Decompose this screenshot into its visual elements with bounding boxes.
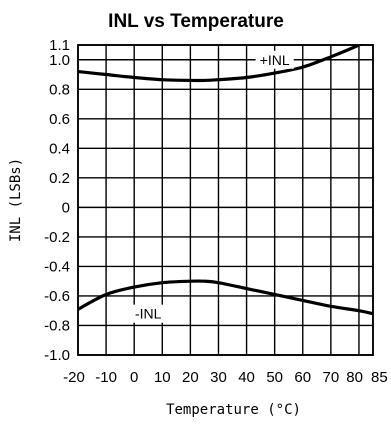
y-tick-label: 0.4 (49, 140, 70, 157)
y-tick-label: 1.1 (49, 37, 70, 54)
y-tick-labels: 1.11.0 0.8 0.6 0.4 0.2 0 -0.2 -0.4 -0.6 -0.8 -1.0 (44, 37, 70, 364)
series-label-background (130, 304, 166, 323)
x-tick-label: 0 (130, 369, 138, 386)
y-axis-title: INL (LSBs) (8, 158, 24, 242)
series-label-plus-inl: +INL (260, 52, 290, 68)
x-tick-label: 10 (154, 369, 171, 386)
y-tick-label: -0.8 (44, 317, 70, 334)
x-tick-label: 80 (346, 369, 363, 386)
y-tick-label: 0.8 (49, 81, 70, 98)
y-tick-label: 0 (62, 199, 70, 216)
x-tick-label: -20 (63, 369, 85, 386)
x-tick-label: 50 (266, 369, 283, 386)
series-line-minus-inl (78, 279, 373, 316)
series-layer: +INL -INL (78, 44, 373, 323)
y-tick-label: 1.0 (49, 52, 70, 69)
x-axis-title: Temperature (°C) (166, 402, 301, 418)
series-label-minus-inl: -INL (135, 306, 162, 322)
x-tick-label: -10 (95, 369, 117, 386)
plot-frame (77, 44, 374, 356)
y-tick-label: -0.6 (44, 288, 70, 305)
x-tick-label: 85 (371, 369, 388, 386)
y-tick-label: 0.2 (49, 170, 70, 187)
chart-title: INL vs Temperature (108, 11, 284, 32)
grid (77, 44, 374, 356)
x-tick-label: 20 (182, 369, 199, 386)
x-tick-labels: -20 -10 0 10 20 30 40 50 60 70 80 85 (63, 369, 388, 386)
x-tick-label: 30 (210, 369, 227, 386)
y-tick-label: -0.4 (44, 258, 70, 275)
series-label-background (255, 50, 294, 69)
y-tick-label: -1.0 (44, 347, 70, 364)
y-tick-label: 0.6 (49, 111, 70, 128)
x-tick-label: 70 (323, 369, 340, 386)
x-tick-label: 60 (294, 369, 311, 386)
y-tick-label: -0.2 (44, 229, 70, 246)
series-line-plus-inl (78, 44, 365, 83)
x-tick-label: 40 (238, 369, 255, 386)
